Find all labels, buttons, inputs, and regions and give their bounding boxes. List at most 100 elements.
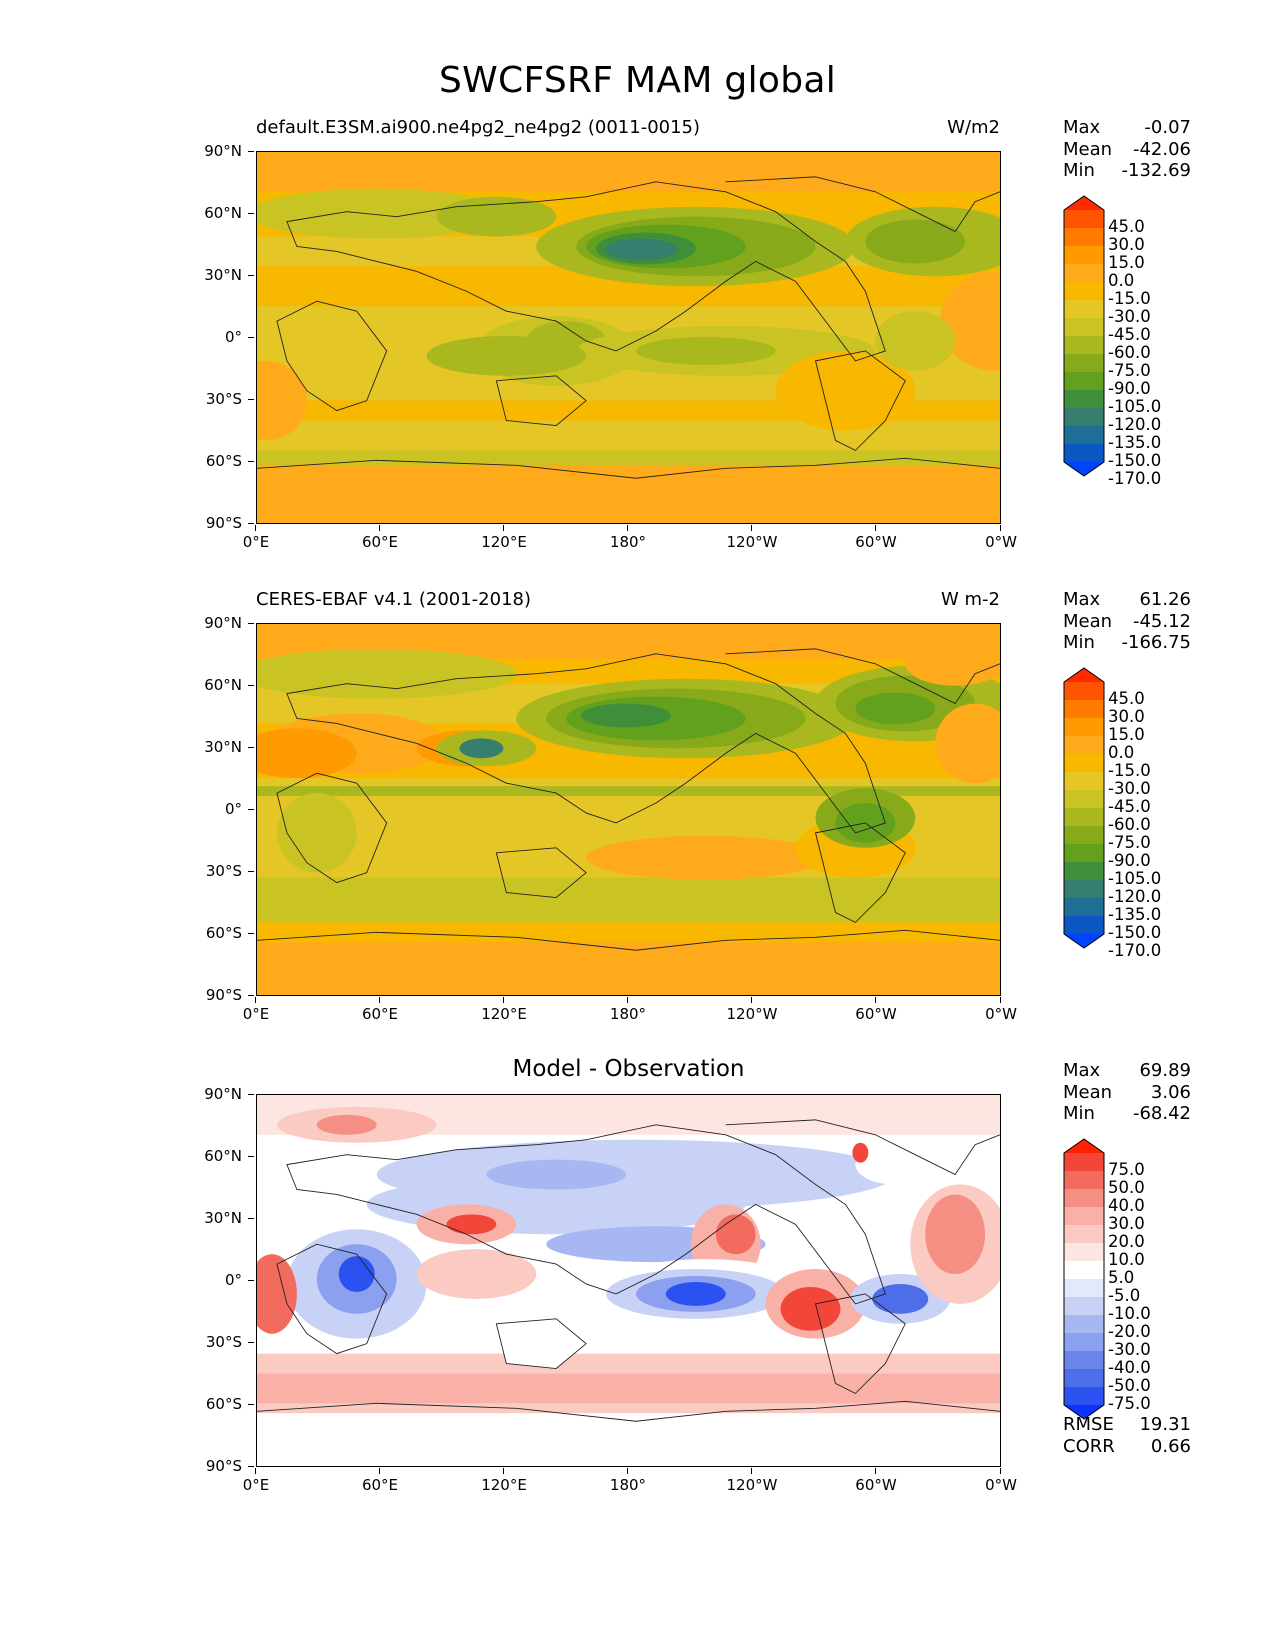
colorbar-tick-label: -10.0 [1108, 1304, 1151, 1323]
colorbar [1063, 667, 1107, 949]
colorbar-tick-label: 10.0 [1108, 1250, 1145, 1269]
colorbar-tick-label: -90.0 [1108, 851, 1151, 870]
stat-label: Max [1063, 1060, 1101, 1081]
colorbar-tick-label: -40.0 [1108, 1358, 1151, 1377]
lat-tick: 60°N [190, 676, 254, 694]
colorbar-segment [1064, 354, 1104, 373]
lat-tick: 0° [190, 328, 254, 346]
lon-tick: 120°W [722, 1468, 782, 1494]
colorbar-segment [1064, 264, 1104, 283]
lon-tick: 60°W [846, 1468, 906, 1494]
stat-label: Max [1063, 589, 1101, 610]
stats-box: Max 69.89 Mean 3.06 Min -68.42 [1063, 1060, 1191, 1125]
lon-tick: 180° [598, 1468, 658, 1494]
colorbar-tick-label: -75.0 [1108, 833, 1151, 852]
colorbar-tick-label: 30.0 [1108, 235, 1145, 254]
colorbar-segment [1064, 718, 1104, 737]
colorbar-segment [1064, 1387, 1104, 1406]
colorbar-segment [1064, 1297, 1104, 1316]
panel-center-title: Model - Observation [512, 1056, 745, 1082]
colorbar-tick-label: -30.0 [1108, 307, 1151, 326]
colorbar-tick-label: -60.0 [1108, 815, 1151, 834]
colorbar-tick-label: -20.0 [1108, 1322, 1151, 1341]
colorbar-segment [1064, 390, 1104, 409]
panel-left-title: CERES-EBAF v4.1 (2001-2018) [256, 589, 532, 610]
colorbar-tick-label: -60.0 [1108, 343, 1151, 362]
stat-value: -68.42 [1132, 1103, 1191, 1124]
colorbar-segment [1064, 1189, 1104, 1208]
colorbar-tick-label: -105.0 [1108, 869, 1162, 888]
colorbar-segment [1064, 808, 1104, 827]
colorbar-segment [1064, 336, 1104, 355]
lat-tick: 30°S [190, 1333, 254, 1351]
stat-value: -42.06 [1132, 138, 1191, 160]
lat-tick: 60°S [190, 1395, 254, 1413]
stat-value: 69.89 [1139, 1060, 1191, 1081]
stat-label: Max [1063, 117, 1101, 138]
stat-value: 19.31 [1139, 1414, 1191, 1435]
colorbar-extend-top [1064, 196, 1104, 210]
colorbar-tick-label: -75.0 [1108, 361, 1151, 380]
stat-label: Mean [1063, 1081, 1113, 1103]
colorbar-svg [1063, 195, 1105, 477]
lon-tick: 0°E [226, 997, 286, 1023]
colorbar-segment [1064, 682, 1104, 701]
colorbar-tick-label: -75.0 [1108, 1394, 1151, 1413]
colorbar-tick-label: -30.0 [1108, 779, 1151, 798]
colorbar-segment [1064, 1351, 1104, 1370]
colorbar-segment [1064, 1243, 1104, 1262]
colorbar-segment [1064, 1153, 1104, 1172]
lon-tick: 60°W [846, 997, 906, 1023]
colorbar-segment [1064, 372, 1104, 391]
colorbar-segment [1064, 826, 1104, 845]
colorbar-extend-bottom [1064, 462, 1104, 476]
lat-tick: 60°N [190, 204, 254, 222]
colorbar-segment [1064, 736, 1104, 755]
stat-value: -132.69 [1121, 160, 1191, 181]
stat-value: -45.12 [1132, 610, 1191, 632]
colorbar-tick-label: -90.0 [1108, 379, 1151, 398]
colorbar-tick-label: -150.0 [1108, 923, 1162, 942]
lat-tick: 30°N [190, 1209, 254, 1227]
colorbar-tick-label: -105.0 [1108, 397, 1162, 416]
lat-tick: 60°S [190, 924, 254, 942]
stats-box: Max 61.26 Mean -45.12 Min -166.75 [1063, 589, 1191, 654]
stat-label: Min [1063, 1103, 1095, 1124]
lat-tick: 0° [190, 1271, 254, 1289]
lon-tick: 0°W [971, 997, 1031, 1023]
colorbar-segment [1064, 1225, 1104, 1244]
colorbar-tick-label: 0.0 [1108, 271, 1135, 290]
colorbar-segment [1064, 898, 1104, 917]
stat-label: Mean [1063, 610, 1113, 632]
lat-tick: 90°N [190, 614, 254, 632]
colorbar-extend-top [1064, 668, 1104, 682]
colorbar-segment [1064, 1279, 1104, 1298]
colorbar-svg [1063, 1138, 1105, 1420]
lon-tick: 120°E [474, 1468, 534, 1494]
lon-tick: 180° [598, 525, 658, 551]
colorbar-tick-label: 45.0 [1108, 689, 1145, 708]
colorbar-segment [1064, 844, 1104, 863]
colorbar-tick-label: -170.0 [1108, 941, 1162, 960]
colorbar-segment [1064, 282, 1104, 301]
colorbar-segment [1064, 300, 1104, 319]
lon-tick: 180° [598, 997, 658, 1023]
stat-value: -166.75 [1121, 632, 1191, 653]
colorbar-segment [1064, 318, 1104, 337]
colorbar-tick-label: -150.0 [1108, 451, 1162, 470]
colorbar-extend-bottom [1064, 934, 1104, 948]
lat-tick: 90°S [190, 514, 254, 532]
colorbar-segment [1064, 210, 1104, 229]
colorbar-tick-label: -120.0 [1108, 415, 1162, 434]
colorbar-tick-label: 15.0 [1108, 725, 1145, 744]
colorbar-segment [1064, 754, 1104, 773]
colorbar-extend-bottom [1064, 1405, 1104, 1419]
lat-tick: 30°S [190, 390, 254, 408]
stat-value: 0.66 [1150, 1435, 1191, 1457]
stat-value: 3.06 [1150, 1081, 1191, 1103]
lat-tick: 0° [190, 800, 254, 818]
colorbar-tick-label: 5.0 [1108, 1268, 1135, 1287]
panel-left-title: default.E3SM.ai900.ne4pg2_ne4pg2 (0011-0… [256, 117, 701, 138]
skill-stats-box: RMSE 19.31 CORR 0.66 [1063, 1414, 1191, 1457]
colorbar-segment [1064, 772, 1104, 791]
